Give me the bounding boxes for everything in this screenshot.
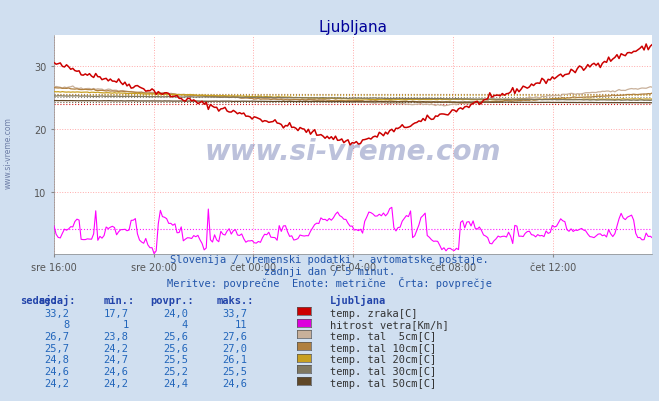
Text: 25,5: 25,5 (222, 366, 247, 376)
Text: temp. tal  5cm[C]: temp. tal 5cm[C] (330, 331, 436, 341)
Text: sedaj:: sedaj: (20, 294, 57, 305)
Text: 17,7: 17,7 (103, 308, 129, 318)
Text: 24,2: 24,2 (44, 378, 69, 388)
Text: temp. zraka[C]: temp. zraka[C] (330, 308, 417, 318)
Text: sedaj:: sedaj: (38, 294, 76, 305)
Text: 33,2: 33,2 (44, 308, 69, 318)
Text: temp. tal 50cm[C]: temp. tal 50cm[C] (330, 378, 436, 388)
Text: 25,6: 25,6 (163, 331, 188, 341)
Text: zadnji dan / 5 minut.: zadnji dan / 5 minut. (264, 267, 395, 277)
Text: 4: 4 (182, 320, 188, 330)
Text: 24,6: 24,6 (44, 366, 69, 376)
Text: www.si-vreme.com: www.si-vreme.com (3, 117, 13, 188)
Text: 24,6: 24,6 (103, 366, 129, 376)
Text: 24,0: 24,0 (163, 308, 188, 318)
Text: www.si-vreme.com: www.si-vreme.com (205, 138, 501, 166)
Text: 27,0: 27,0 (222, 343, 247, 353)
Text: 27,6: 27,6 (222, 331, 247, 341)
Text: 33,7: 33,7 (222, 308, 247, 318)
Text: 24,2: 24,2 (103, 343, 129, 353)
Text: 25,2: 25,2 (163, 366, 188, 376)
Title: Ljubljana: Ljubljana (319, 20, 387, 35)
Text: Ljubljana: Ljubljana (330, 294, 386, 305)
Text: min.:: min.: (104, 295, 135, 305)
Text: 26,7: 26,7 (44, 331, 69, 341)
Text: 24,7: 24,7 (103, 354, 129, 365)
Text: 24,4: 24,4 (163, 378, 188, 388)
Text: Meritve: povprečne  Enote: metrične  Črta: povprečje: Meritve: povprečne Enote: metrične Črta:… (167, 277, 492, 289)
Text: 25,6: 25,6 (163, 343, 188, 353)
Text: 8: 8 (63, 320, 69, 330)
Text: 23,8: 23,8 (103, 331, 129, 341)
Text: temp. tal 20cm[C]: temp. tal 20cm[C] (330, 354, 436, 365)
Text: 24,2: 24,2 (103, 378, 129, 388)
Text: temp. tal 10cm[C]: temp. tal 10cm[C] (330, 343, 436, 353)
Text: hitrost vetra[Km/h]: hitrost vetra[Km/h] (330, 320, 448, 330)
Text: povpr.:: povpr.: (151, 295, 194, 305)
Text: 11: 11 (235, 320, 247, 330)
Text: 24,6: 24,6 (222, 378, 247, 388)
Text: 25,5: 25,5 (163, 354, 188, 365)
Text: temp. tal 30cm[C]: temp. tal 30cm[C] (330, 366, 436, 376)
Text: 26,1: 26,1 (222, 354, 247, 365)
Text: 1: 1 (123, 320, 129, 330)
Text: 25,7: 25,7 (44, 343, 69, 353)
Text: maks.:: maks.: (216, 295, 254, 305)
Text: 24,8: 24,8 (44, 354, 69, 365)
Text: Slovenija / vremenski podatki - avtomatske postaje.: Slovenija / vremenski podatki - avtomats… (170, 255, 489, 265)
